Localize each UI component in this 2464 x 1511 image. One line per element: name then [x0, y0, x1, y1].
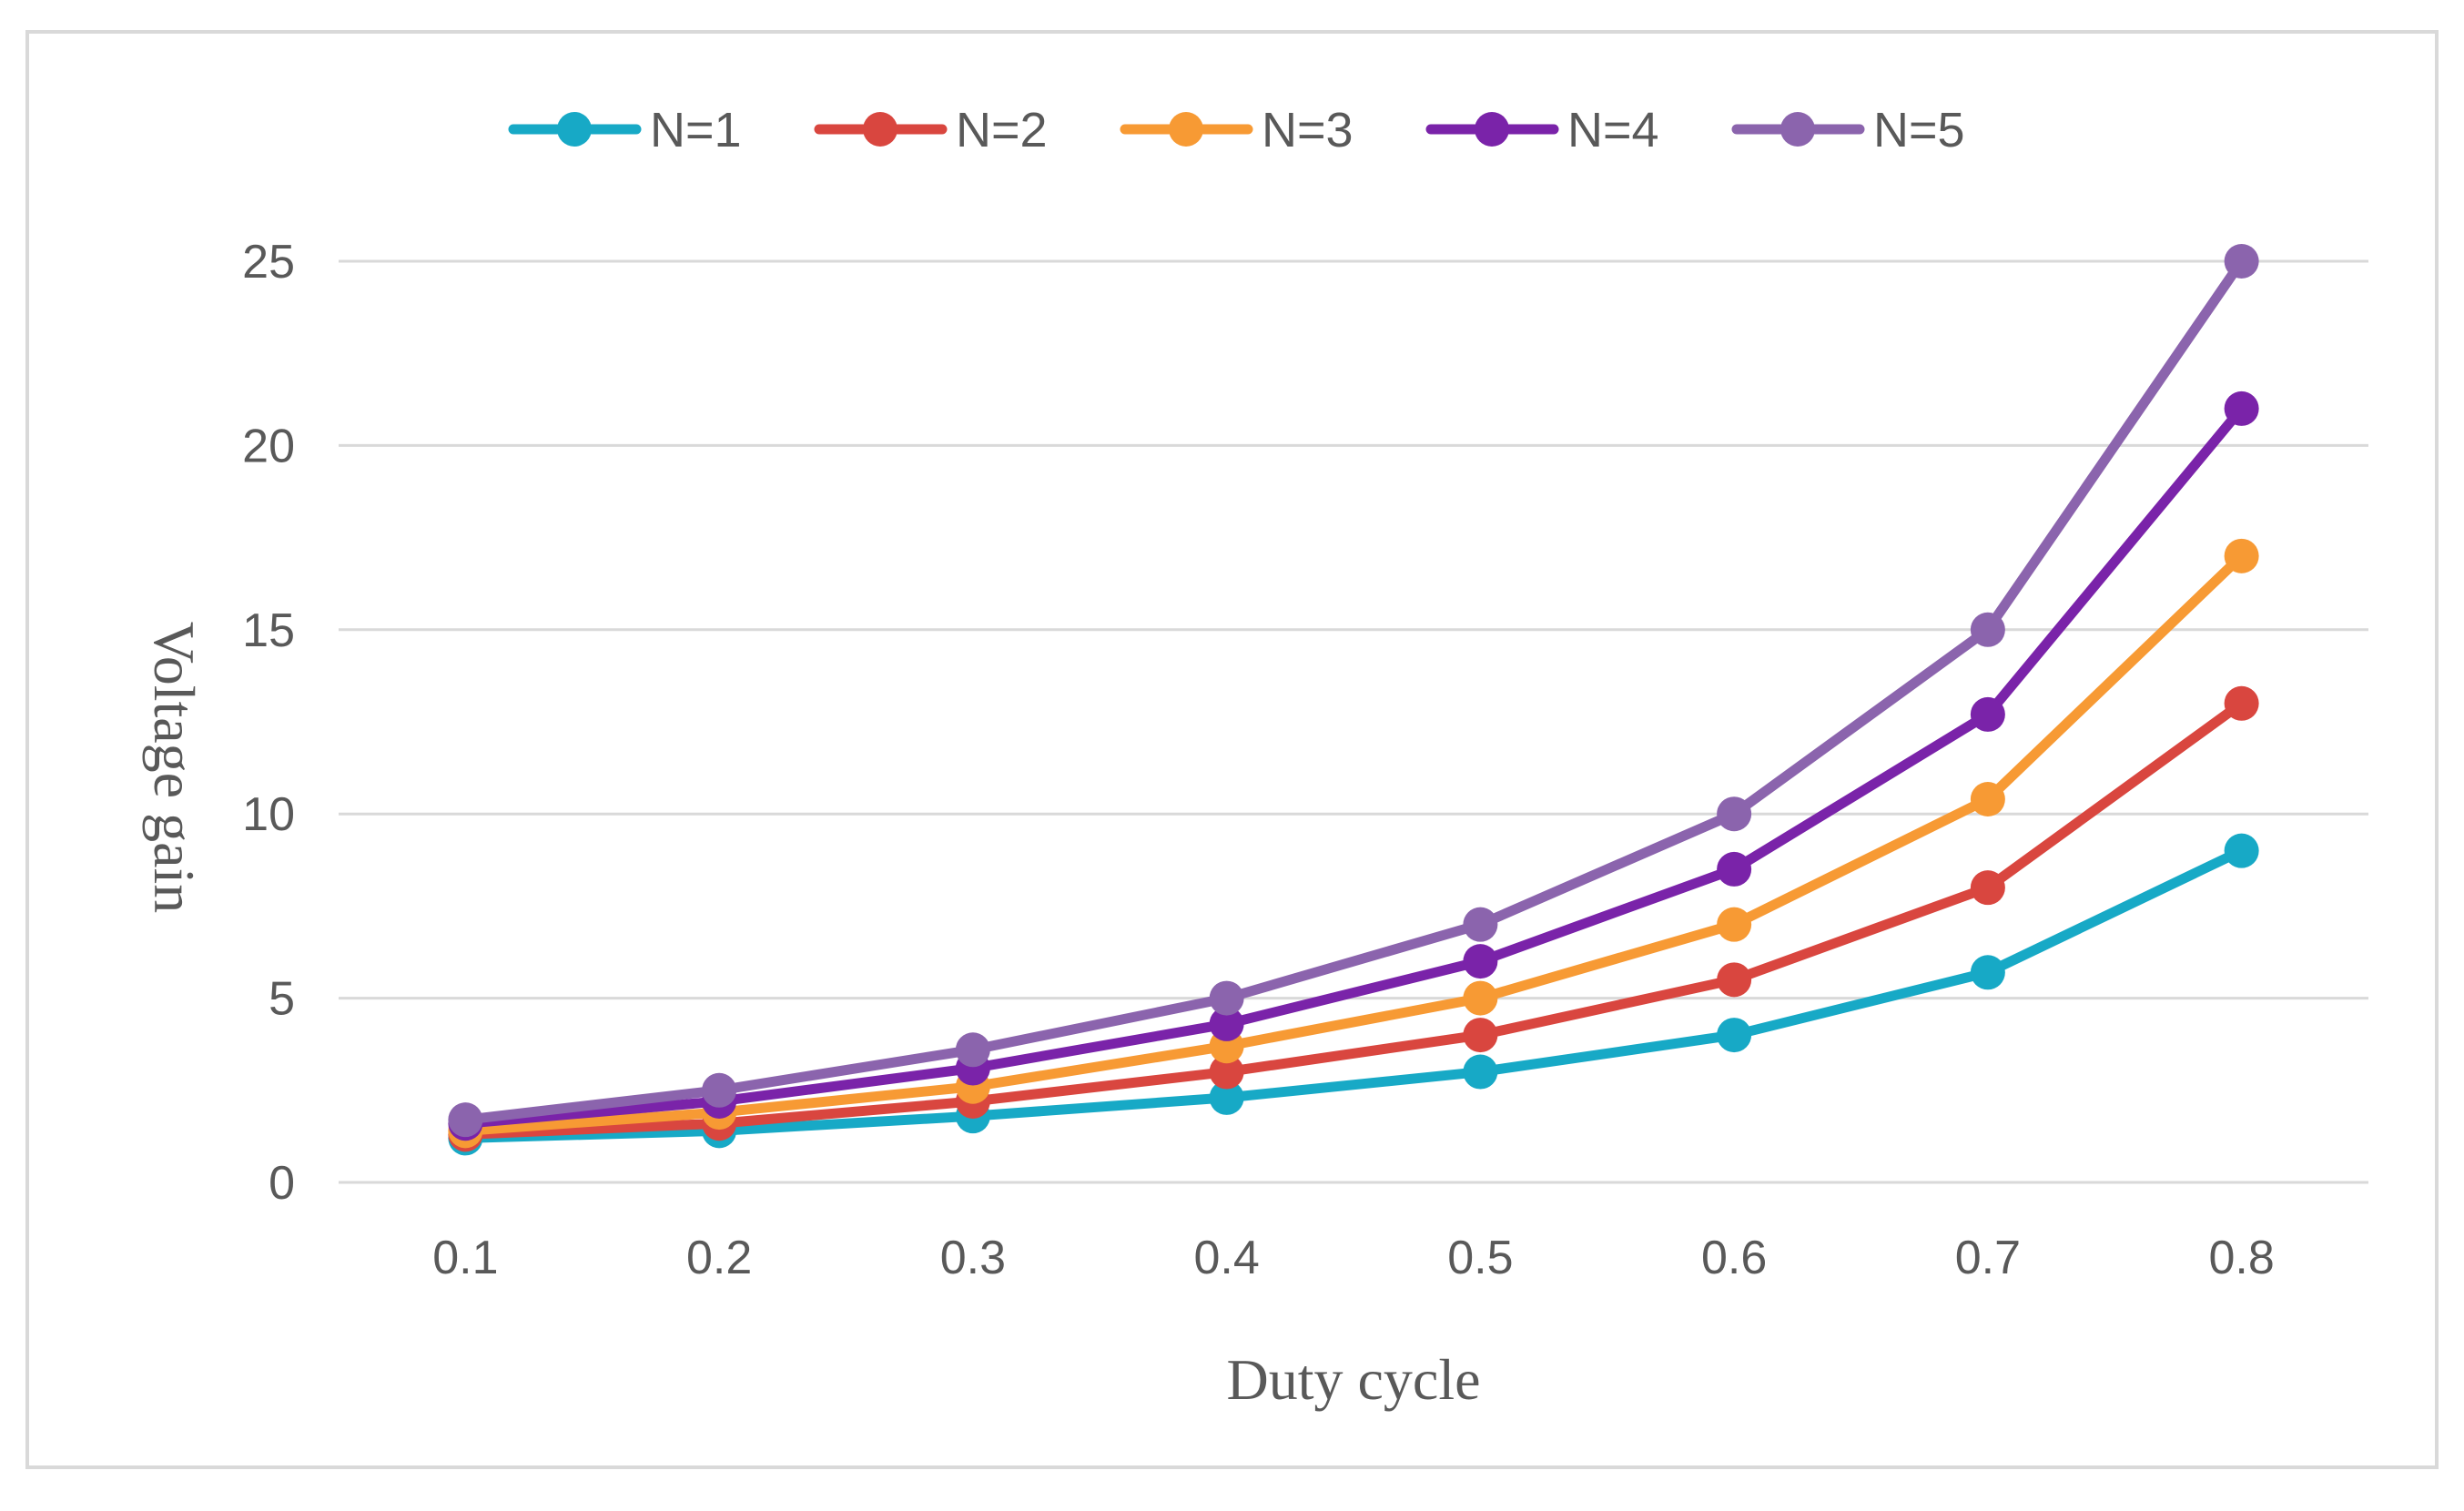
- legend-marker: [1169, 112, 1203, 147]
- x-tick-label: 0.5: [1447, 1232, 1513, 1284]
- x-tick-label: 0.6: [1701, 1232, 1767, 1284]
- data-point: [1970, 955, 2005, 990]
- data-point: [2224, 685, 2259, 721]
- y-tick-label: 0: [269, 1157, 295, 1210]
- x-tick-label: 0.7: [1955, 1232, 2021, 1284]
- series-line: [460, 551, 2247, 1136]
- legend-item: N=4: [1425, 103, 1659, 157]
- data-point: [1209, 980, 1244, 1016]
- x-tick-label: 0.1: [432, 1232, 498, 1284]
- data-point: [448, 1102, 483, 1138]
- data-point: [1463, 980, 1498, 1016]
- x-tick-label: 0.4: [1193, 1232, 1259, 1284]
- series-n-4: [448, 390, 2259, 1141]
- data-point: [2224, 538, 2259, 573]
- data-point: [1970, 782, 2005, 817]
- y-tick-label: 15: [242, 604, 295, 657]
- series-line: [460, 256, 2247, 1125]
- data-point: [1209, 1006, 1244, 1041]
- x-tick-label: 0.3: [940, 1232, 1006, 1284]
- legend-marker: [557, 112, 592, 147]
- y-tick-label: 10: [242, 788, 295, 841]
- data-point: [1717, 907, 1752, 942]
- data-point: [1209, 1054, 1244, 1090]
- legend-marker: [863, 112, 897, 147]
- x-tick-label: 0.2: [686, 1232, 752, 1284]
- legend-label: N=1: [650, 103, 742, 157]
- data-point: [1970, 696, 2005, 732]
- x-axis-ticks: 0.1 0.2 0.3 0.4 0.5 0.6 0.7 0.8: [432, 1232, 2275, 1284]
- chart-frame: 0 5 10 15 20 25 0.1 0.2 0.3 0.4 0.5 0.6 0.7 0.8 N=1 N…: [25, 30, 2439, 1469]
- data-point: [1970, 870, 2005, 906]
- data-point: [1717, 962, 1752, 998]
- data-point: [1717, 796, 1752, 832]
- series-line: [460, 846, 2247, 1143]
- legend-item: N=3: [1120, 103, 1354, 157]
- series-lines: [448, 244, 2259, 1156]
- legend-label: N=4: [1567, 103, 1659, 157]
- x-tick-label: 0.8: [2208, 1232, 2274, 1284]
- gridlines: [339, 259, 2368, 1184]
- data-point: [2224, 390, 2259, 426]
- legend-label: N=3: [1262, 103, 1354, 157]
- data-point: [955, 1032, 990, 1068]
- data-point: [1463, 1054, 1498, 1090]
- series-line: [460, 698, 2247, 1140]
- legend-item: N=2: [814, 103, 1048, 157]
- data-point: [2224, 244, 2259, 279]
- legend-item: N=5: [1731, 103, 1965, 157]
- data-point: [1463, 907, 1498, 942]
- data-point: [2224, 833, 2259, 868]
- y-axis-ticks: 0 5 10 15 20 25: [242, 236, 295, 1210]
- series-n-5: [448, 244, 2259, 1138]
- x-axis-title: Duty cycle: [1227, 1347, 1481, 1412]
- legend-marker: [1475, 112, 1509, 147]
- legend-label: N=2: [956, 103, 1048, 157]
- legend-marker: [1780, 112, 1815, 147]
- y-tick-label: 25: [242, 236, 295, 289]
- data-point: [1463, 1018, 1498, 1053]
- y-tick-label: 5: [269, 973, 295, 1026]
- data-point: [1209, 1080, 1244, 1115]
- legend: N=1 N=2 N=3 N=4 N=5: [508, 103, 1965, 157]
- y-tick-label: 20: [242, 420, 295, 472]
- legend-item: N=1: [508, 103, 742, 157]
- data-point: [1717, 1018, 1752, 1053]
- data-point: [1463, 944, 1498, 979]
- series-line: [460, 403, 2247, 1129]
- data-point: [1717, 851, 1752, 887]
- legend-label: N=5: [1873, 103, 1965, 157]
- data-point: [702, 1072, 737, 1108]
- y-axis-title: Voltage gain: [142, 622, 207, 914]
- data-point: [1970, 612, 2005, 647]
